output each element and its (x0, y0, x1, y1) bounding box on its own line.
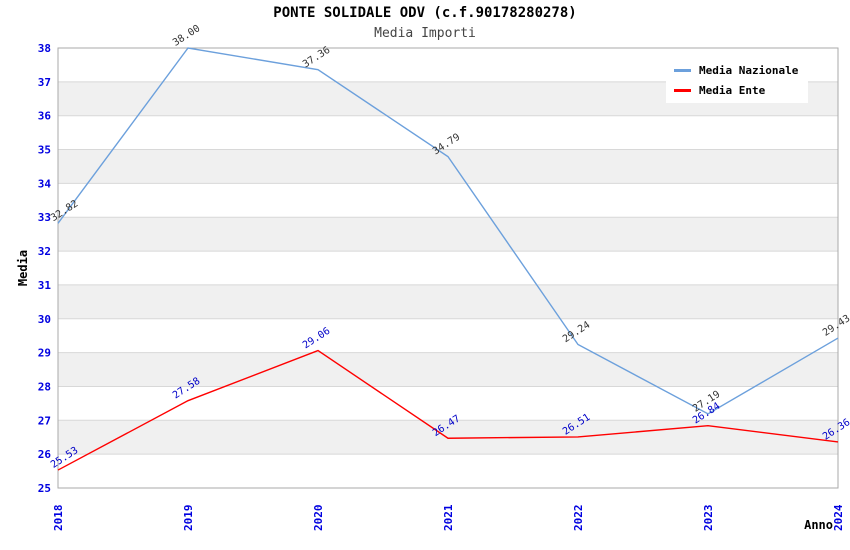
y-tick-label: 36 (38, 110, 52, 123)
x-tick-label: 2023 (702, 505, 715, 532)
y-tick-label: 32 (38, 245, 51, 258)
legend-item: Media Ente (674, 84, 798, 97)
point-label: 29.06 (301, 326, 332, 352)
x-tick-label: 2024 (832, 504, 845, 531)
y-tick-label: 26 (38, 448, 52, 461)
series-line-media-nazionale (57, 47, 839, 415)
x-tick-label: 2021 (442, 504, 455, 531)
y-tick-label: 31 (38, 279, 52, 292)
legend-swatch-icon (674, 69, 691, 72)
band (58, 284, 838, 319)
x-tick-label: 2018 (52, 505, 65, 532)
x-axis-title: Anno (804, 518, 833, 532)
x-tick-label: 2020 (312, 505, 325, 532)
legend-item: Media Nazionale (674, 64, 798, 77)
chart-title: PONTE SOLIDALE ODV (c.f.90178280278) (273, 5, 577, 21)
x-tick-label: 2019 (182, 505, 195, 532)
band (58, 217, 838, 252)
y-tick-label: 27 (38, 414, 51, 427)
legend-label: Media Ente (699, 84, 766, 97)
plot-border (57, 47, 839, 489)
legend: Media Nazionale Media Ente (666, 58, 809, 103)
y-tick-label: 34 (38, 177, 52, 190)
y-tick-label: 37 (38, 76, 51, 89)
y-tick-label: 29 (38, 347, 51, 360)
band (58, 149, 838, 184)
x-tick-label: 2022 (572, 505, 585, 532)
legend-label: Media Nazionale (699, 64, 799, 77)
band (58, 352, 838, 387)
series-line-media-ente (57, 349, 839, 471)
y-axis-title: Media (16, 250, 30, 286)
y-tick-label: 28 (38, 380, 51, 393)
y-tick-label: 33 (38, 211, 51, 224)
y-tick-label: 35 (38, 144, 51, 157)
y-tick-label: 30 (38, 313, 51, 326)
chart-subtitle: Media Importi (374, 26, 476, 41)
legend-swatch-icon (674, 89, 691, 92)
y-tick-label: 25 (38, 482, 51, 495)
y-tick-label: 38 (38, 42, 51, 55)
point-label: 37.36 (301, 45, 332, 71)
